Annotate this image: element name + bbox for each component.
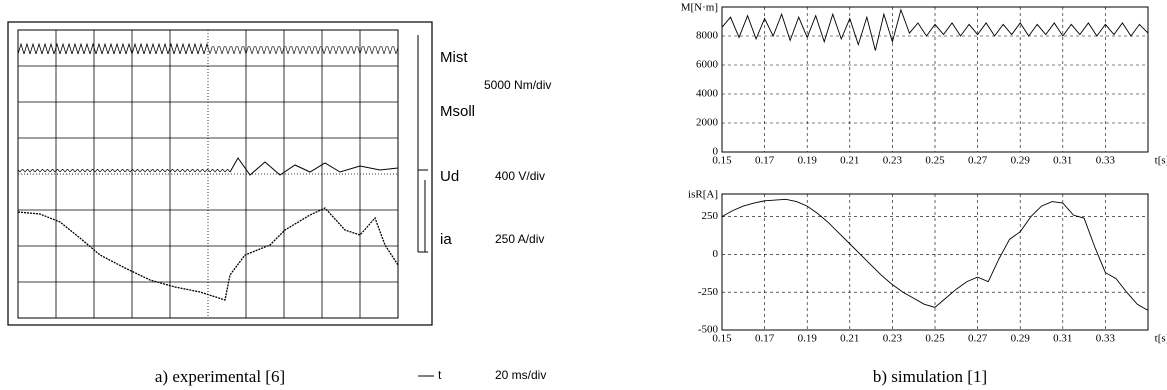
- x-axis-label: t[s]: [1155, 333, 1167, 345]
- scope-scale: 20 ms/div: [495, 368, 546, 382]
- x-tick-label: 0.29: [1011, 333, 1031, 345]
- x-tick-label: 0.29: [1011, 155, 1031, 167]
- x-tick-label: 0.21: [840, 155, 859, 167]
- x-tick-label: 0.17: [755, 155, 775, 167]
- y-tick-label: 8000: [696, 30, 719, 42]
- x-tick-label: 0.19: [798, 155, 818, 167]
- y-tick-label: 4000: [696, 88, 719, 100]
- x-tick-label: 0.17: [755, 333, 775, 345]
- scope-screen: [8, 22, 434, 376]
- y-tick-label: 6000: [696, 59, 719, 71]
- x-tick-label: 0.23: [883, 155, 903, 167]
- y-tick-label: 2000: [696, 117, 719, 129]
- x-tick-label: 0.33: [1096, 155, 1116, 167]
- x-tick-label: 0.31: [1053, 333, 1072, 345]
- x-tick-label: 0.33: [1096, 333, 1116, 345]
- x-tick-label: 0.19: [798, 333, 818, 345]
- x-tick-label: 0.25: [925, 155, 945, 167]
- caption: a) experimental [6]: [155, 367, 285, 386]
- scope-scale: 250 A/div: [495, 232, 544, 246]
- scope-label: ia: [440, 231, 452, 248]
- y-axis-label: M[N·m]: [681, 2, 718, 14]
- scope-scale: 5000 Nm/div: [484, 78, 551, 92]
- y-tick-label: -250: [698, 286, 719, 298]
- x-tick-label: 0.31: [1053, 155, 1072, 167]
- x-tick-label: 0.27: [968, 155, 988, 167]
- x-tick-label: 0.25: [925, 333, 945, 345]
- x-tick-label: 0.21: [840, 333, 859, 345]
- y-axis-label: isR[A]: [688, 189, 718, 201]
- x-axis-label: t[s]: [1155, 155, 1167, 167]
- scope-scale: 400 V/div: [495, 169, 545, 183]
- scope-label: Msoll: [440, 103, 475, 120]
- x-tick-label: 0.15: [712, 333, 732, 345]
- scope-label: t: [438, 368, 442, 382]
- x-tick-label: 0.15: [712, 155, 732, 167]
- y-tick-label: 250: [702, 210, 719, 222]
- scope-label: Mist: [440, 49, 468, 66]
- figure: Mist Msoll 5000 Nm/div Ud 400 V/div ia 2…: [0, 0, 1167, 390]
- x-tick-label: 0.27: [968, 333, 988, 345]
- caption: b) simulation [1]: [873, 367, 987, 386]
- scope-label: Ud: [440, 168, 459, 185]
- y-tick-label: 0: [713, 248, 719, 260]
- x-tick-label: 0.23: [883, 333, 903, 345]
